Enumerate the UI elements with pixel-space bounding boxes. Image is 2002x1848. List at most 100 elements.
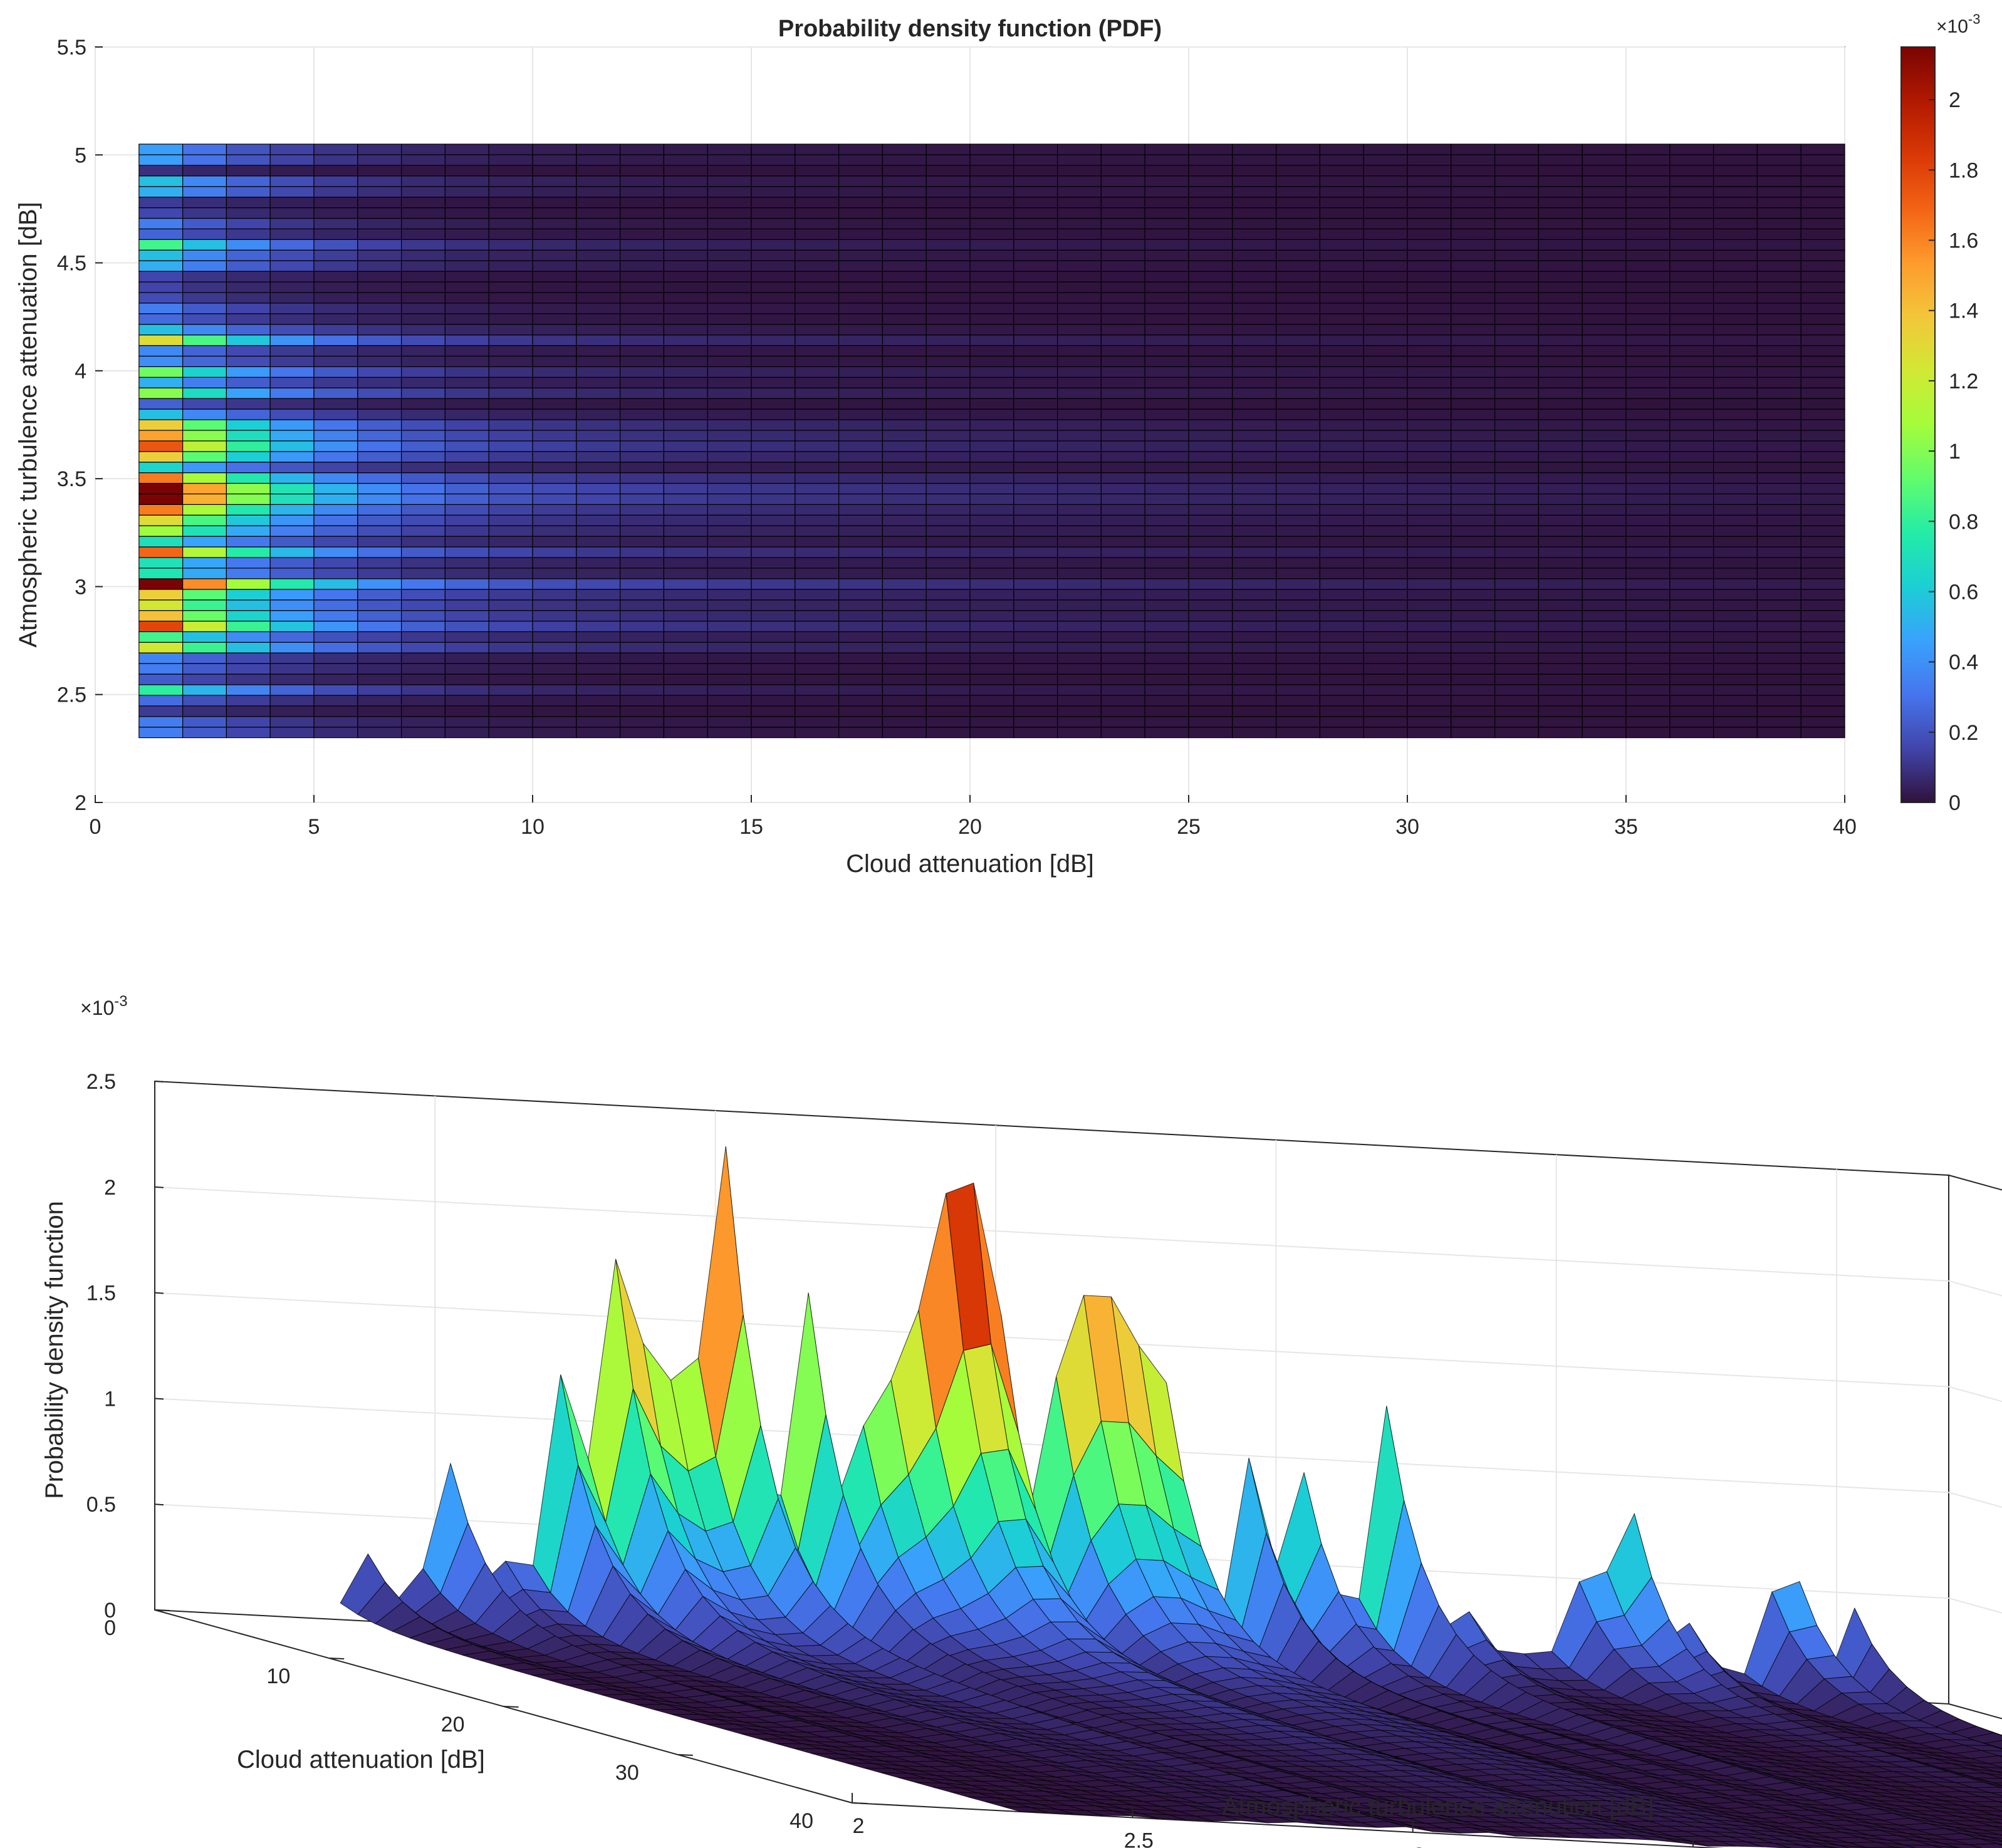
heatmap-cell [1582, 610, 1627, 622]
heatmap-cell [882, 217, 927, 230]
heatmap-cell [1056, 260, 1102, 272]
heatmap-cell [1800, 641, 1845, 653]
heatmap-cell [1407, 684, 1452, 696]
heatmap-cell [1538, 154, 1583, 166]
heatmap-cell [1144, 313, 1189, 325]
heatmap-cell [400, 716, 446, 728]
heatmap-cell [1756, 641, 1801, 653]
heatmap-cell [1144, 228, 1189, 240]
heatmap-cell [313, 419, 358, 431]
heatmap-cell [1275, 641, 1320, 653]
heatmap-cell [226, 260, 271, 272]
heatmap-cell [357, 652, 402, 664]
heatmap-cell [1275, 546, 1320, 558]
heatmap-cell [838, 578, 883, 590]
heatmap-cell [1188, 398, 1233, 410]
heatmap-cell [925, 525, 971, 537]
heatmap-cell [313, 557, 358, 569]
heatmap-cell [1407, 313, 1452, 325]
heatmap-cell [1538, 419, 1583, 431]
heatmap-cell [269, 440, 315, 452]
heatmap-cell [1056, 303, 1102, 314]
heatmap-cell [1451, 143, 1496, 155]
heatmap-cell [1363, 260, 1408, 272]
heatmap-cell [444, 557, 489, 569]
heatmap-cell [1582, 398, 1627, 410]
heatmap-cell [313, 335, 358, 346]
heatmap-cell [1100, 641, 1145, 653]
heatmap-cell [838, 281, 883, 293]
heatmap-cell [751, 610, 796, 622]
heatmap-cell [400, 589, 446, 601]
heatmap-cell [969, 398, 1014, 410]
heatmap-cell [1407, 408, 1452, 420]
heatmap-cell [576, 376, 621, 388]
heatmap-cell [400, 197, 446, 209]
heatmap-cell [182, 641, 227, 653]
heatmap-cell [1800, 546, 1845, 558]
heatmap-cell [751, 303, 796, 314]
heatmap-cell [444, 631, 489, 643]
heatmap-cell [1582, 641, 1627, 653]
heatmap-cell [663, 313, 708, 325]
heatmap-cell [1363, 387, 1408, 399]
heatmap-cell [532, 154, 577, 166]
heatmap-cell [1538, 716, 1583, 728]
heatmap-cell [1713, 493, 1758, 505]
heatmap-cell [1407, 493, 1452, 505]
heatmap-cell [925, 186, 971, 198]
heatmap-cell [313, 175, 358, 187]
heatmap-cell [226, 631, 271, 643]
heatmap-cell [1144, 663, 1189, 675]
heatmap-cell [269, 472, 315, 484]
heatmap-cell [576, 335, 621, 346]
heatmap-cell [619, 143, 664, 155]
heatmap-cell [182, 620, 227, 633]
heatmap-cell [1538, 335, 1583, 346]
heatmap-cell [1582, 578, 1627, 590]
heatmap-cell [1275, 249, 1320, 261]
heatmap-cell [313, 695, 358, 707]
heatmap-cell [707, 546, 752, 558]
heatmap-cell [882, 568, 927, 579]
heatmap-cell [1188, 239, 1233, 251]
heatmap-cell [1056, 610, 1102, 622]
heatmap-cell [1407, 716, 1452, 728]
heatmap-cell [400, 281, 446, 293]
heatmap-cell [751, 186, 796, 198]
heatmap-cell [576, 324, 621, 336]
heatmap-cell [838, 482, 883, 495]
heatmap-cell [619, 472, 664, 484]
heatmap-cell [1188, 462, 1233, 474]
heatmap-cell [1144, 462, 1189, 474]
heatmap-cell [1144, 504, 1189, 516]
heatmap-cell [751, 631, 796, 643]
heatmap-cell [1451, 673, 1496, 685]
heatmap-cell [1188, 154, 1233, 166]
heatmap-cell [400, 673, 446, 685]
heatmap-cell [182, 430, 227, 442]
heatmap-cell [1669, 716, 1714, 728]
heatmap-cell [1494, 451, 1540, 463]
heatmap-cell [1494, 260, 1540, 272]
heatmap-cell [444, 663, 489, 675]
heatmap-cell [444, 451, 489, 463]
heatmap-cell [1669, 663, 1714, 675]
heatmap-cell [357, 514, 402, 526]
heatmap-cell [138, 631, 184, 643]
surface-cloud-tick-mark [329, 1658, 345, 1659]
heatmap-cell [1800, 186, 1845, 198]
heatmap-cell [444, 217, 489, 230]
heatmap-cell [444, 249, 489, 261]
heatmap-cell [1494, 345, 1540, 357]
heatmap-cell [182, 271, 227, 283]
heatmap-cell [1494, 620, 1540, 633]
heatmap-cell [969, 504, 1014, 516]
heatmap-cell [1363, 419, 1408, 431]
heatmap-cell [1056, 313, 1102, 325]
heatmap-cell [925, 568, 971, 579]
heatmap-cell [1800, 514, 1845, 526]
heatmap-cell [925, 303, 971, 314]
heatmap-cell [1625, 673, 1671, 685]
heatmap-cell [269, 387, 315, 399]
